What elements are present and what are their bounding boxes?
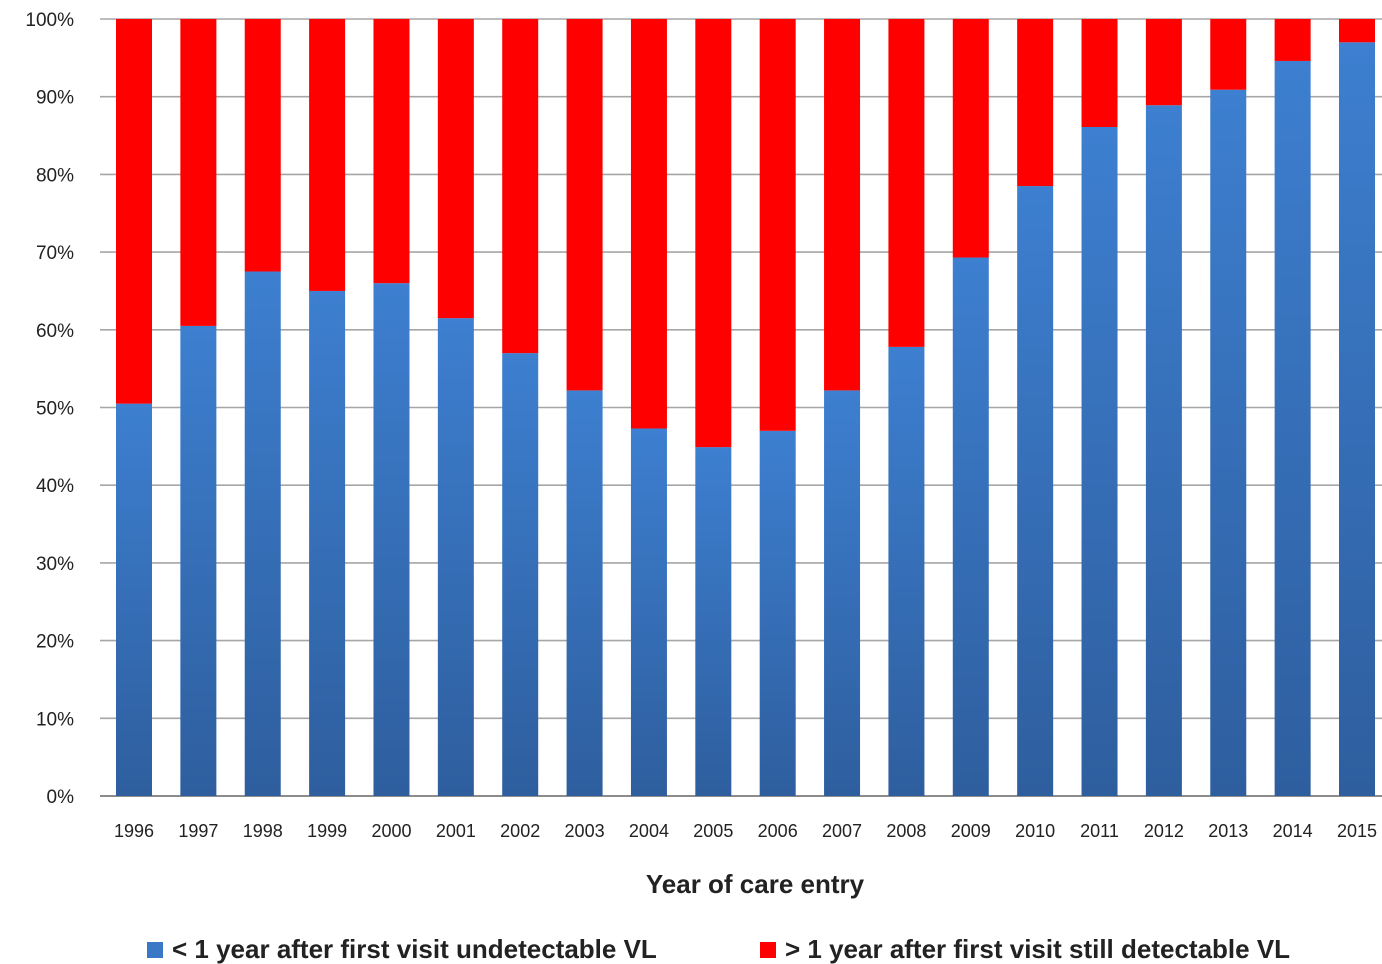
x-tick-label: 2003 [565,821,605,841]
bar-undetectable-2005 [695,447,732,796]
bars [116,19,1375,797]
bar-detectable-2001 [437,19,474,319]
bar-detectable-2012 [1145,19,1182,106]
bar-detectable-2005 [695,19,732,448]
x-axis-title: Year of care entry [646,869,865,899]
x-tick-label: 2005 [693,821,733,841]
y-tick-label: 40% [36,476,74,497]
x-tick-label: 1996 [114,821,154,841]
x-tick-label: 1998 [243,821,283,841]
bar-detectable-2009 [952,19,989,258]
bar-detectable-1999 [309,19,346,291]
x-tick-label: 2009 [951,821,991,841]
bar-detectable-2010 [1017,19,1054,187]
bar-detectable-1996 [116,19,152,404]
bar-detectable-2013 [1210,19,1247,90]
legend-swatch-detectable [760,942,776,958]
y-tick-label: 60% [36,321,74,342]
bar-undetectable-1999 [309,290,346,796]
legend: < 1 year after first visit undetectable … [147,934,1290,964]
bar-undetectable-2014 [1274,60,1311,796]
bar-undetectable-2006 [759,430,796,796]
bar-detectable-2008 [888,19,925,347]
x-tick-label: 1997 [178,821,218,841]
bar-detectable-2011 [1081,19,1118,128]
y-tick-label: 0% [47,787,75,808]
bar-undetectable-1998 [244,271,281,796]
x-tick-label: 2010 [1015,821,1055,841]
bar-undetectable-2000 [373,283,410,796]
bar-detectable-1997 [180,19,217,326]
bar-detectable-2004 [630,19,667,429]
x-tick-label: 2004 [629,821,669,841]
x-tick-label: 2008 [886,821,926,841]
x-tick-label: 2012 [1144,821,1184,841]
bar-undetectable-2001 [437,318,474,796]
bar-undetectable-1997 [180,325,217,796]
bar-undetectable-2002 [502,353,539,796]
x-tick-label: 2000 [371,821,411,841]
x-tick-label: 2001 [436,821,476,841]
x-tick-label: 2011 [1080,821,1119,841]
bar-detectable-2014 [1274,19,1311,61]
bar-undetectable-2015 [1339,42,1375,797]
bar-undetectable-1996 [116,403,152,796]
bar-detectable-2002 [502,19,539,354]
legend-swatch-undetectable [147,942,163,958]
bar-undetectable-2003 [566,390,603,796]
bar-undetectable-2007 [824,390,861,796]
bar-detectable-2000 [373,19,410,284]
y-tick-label: 30% [36,554,74,575]
legend-label-detectable: > 1 year after first visit still detecta… [785,934,1290,964]
y-tick-label: 80% [36,165,74,186]
bar-undetectable-2012 [1145,105,1182,796]
bar-undetectable-2013 [1210,89,1247,796]
bar-detectable-2007 [824,19,861,391]
bar-detectable-2015 [1339,19,1375,43]
bar-undetectable-2008 [888,346,925,796]
y-tick-label: 90% [36,88,74,109]
x-axis-ticks: 1996 1997 1998 1999 2000 2001 2002 2003 2004 2005… [114,821,1377,841]
x-tick-label: 2006 [758,821,798,841]
bar-detectable-2003 [566,19,603,391]
bar-detectable-2006 [759,19,796,431]
x-tick-label: 2013 [1208,821,1248,841]
legend-label-undetectable: < 1 year after first visit undetectable … [172,934,657,964]
y-tick-label: 10% [36,709,74,730]
bar-detectable-1998 [244,19,281,272]
bar-undetectable-2010 [1017,186,1054,796]
bar-undetectable-2009 [952,257,989,796]
gridlines [100,18,1382,797]
bar-undetectable-2004 [630,428,667,796]
y-tick-label: 20% [36,632,74,653]
x-tick-label: 2015 [1337,821,1377,841]
x-tick-label: 2002 [500,821,540,841]
bar-undetectable-2011 [1081,127,1118,797]
x-tick-label: 1999 [307,821,347,841]
y-tick-label: 100% [25,10,74,31]
y-tick-label: 50% [36,399,74,420]
y-tick-label: 70% [36,243,74,264]
y-axis-ticks: 0% 10% 20% 30% 40% 50% 60% 70% 80% 90% 100% [25,10,74,808]
x-tick-label: 2007 [822,821,862,841]
x-tick-label: 2014 [1273,821,1313,841]
